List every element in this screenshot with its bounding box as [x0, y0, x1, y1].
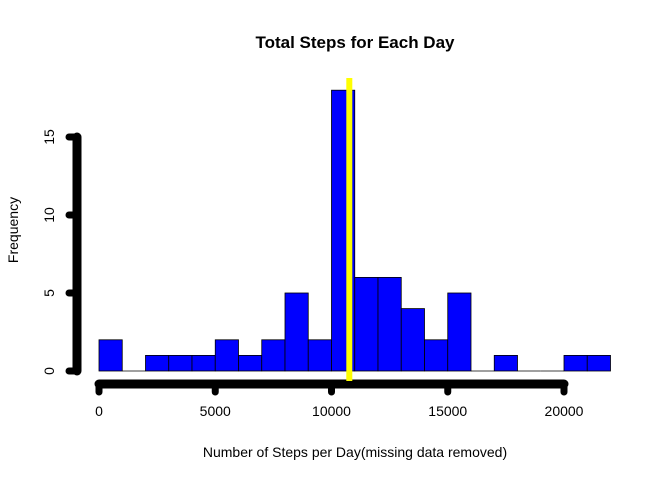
- histogram-bar: [354, 276, 379, 372]
- histogram-bar: [424, 339, 449, 372]
- histogram-bar: [168, 354, 193, 372]
- y-axis: 0 5 10 15: [41, 129, 82, 376]
- x-axis: 0 5000 10000 15000 20000: [94, 379, 584, 419]
- histogram-bar: [145, 354, 170, 372]
- x-tick-label: 10000: [312, 403, 351, 419]
- histogram-bar: [284, 292, 309, 372]
- y-tick-label: 10: [41, 207, 57, 223]
- x-axis-label: Number of Steps per Day(missing data rem…: [203, 444, 507, 460]
- histogram-bar: [563, 354, 588, 372]
- histogram-bar: [238, 354, 263, 372]
- histogram-bar: [307, 339, 332, 372]
- y-tick-label: 15: [41, 129, 57, 145]
- y-tick-label: 0: [41, 367, 57, 375]
- histogram-bar: [214, 339, 239, 372]
- histogram-bar: [261, 339, 286, 372]
- histogram-bar: [191, 354, 216, 372]
- histogram-bar: [400, 308, 425, 372]
- histogram-bar: [98, 339, 123, 372]
- histogram-bar: [377, 276, 402, 372]
- x-tick-label: 0: [95, 403, 103, 419]
- x-tick-label: 5000: [200, 403, 231, 419]
- bars-group: [98, 89, 611, 372]
- x-tick-label: 15000: [428, 403, 467, 419]
- histogram-bar: [493, 354, 518, 372]
- x-tick-label: 20000: [545, 403, 584, 419]
- y-axis-label: Frequency: [5, 197, 21, 263]
- histogram-bar: [586, 354, 611, 372]
- y-tick-label: 5: [41, 289, 57, 297]
- chart-title: Total Steps for Each Day: [255, 33, 455, 52]
- histogram-bar: [447, 292, 472, 372]
